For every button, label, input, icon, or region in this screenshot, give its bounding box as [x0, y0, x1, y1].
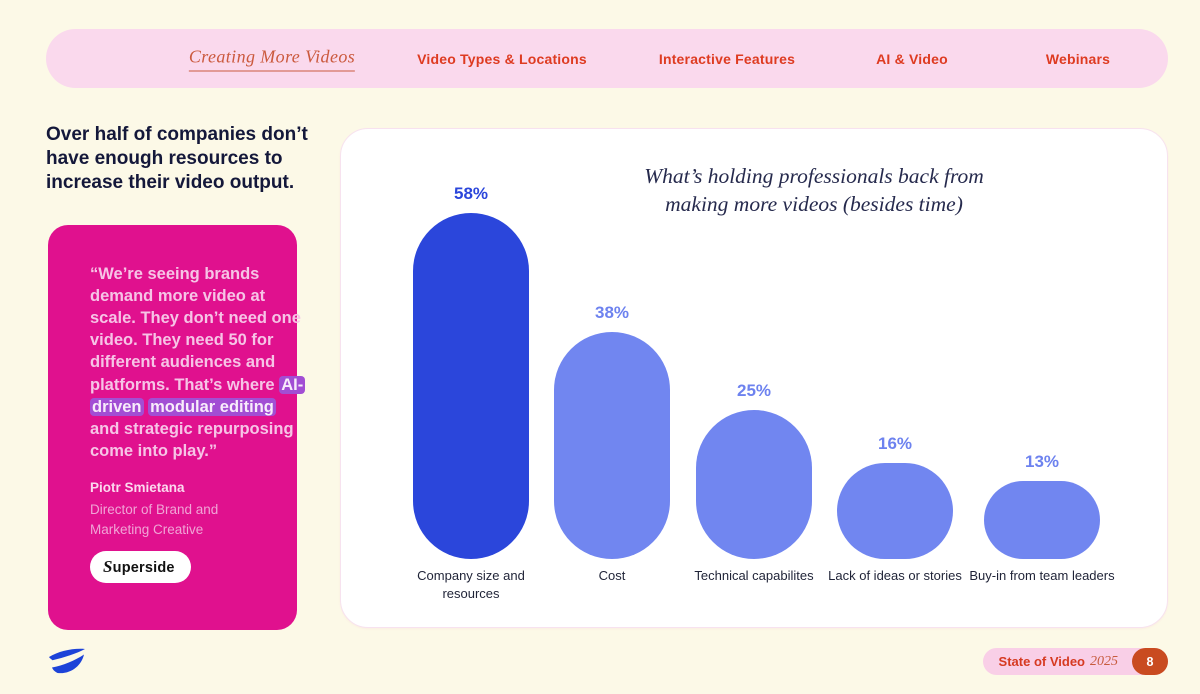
chart-card: What’s holding professionals back from m… [340, 128, 1168, 628]
bar-category-label: Cost [598, 568, 626, 583]
superside-logo-text: Superside [103, 557, 175, 577]
quote-segment: “We’re seeing brands demand more video a… [90, 265, 301, 394]
bar-category-label: Buy-in from team leaders [969, 568, 1115, 583]
bar-2 [554, 332, 670, 559]
bar-value-label: 13% [1024, 452, 1060, 471]
quote-author: Piotr Smietana [90, 479, 185, 495]
superside-logo: Superside [90, 551, 191, 584]
report-title: State of Video [998, 654, 1085, 669]
vidyard-logo-icon [49, 648, 85, 674]
bar-4 [837, 463, 953, 559]
quote-highlight: modular editing [148, 397, 276, 416]
tab-creating-more-videos[interactable]: Creating More Videos [188, 46, 356, 71]
bar-value-label: 58% [453, 184, 489, 203]
quote-segment: and strategic repurposing come into play… [90, 419, 294, 460]
bar-category-label: Lack of ideas or stories [828, 568, 962, 583]
page-number-badge: 8 [1132, 648, 1168, 675]
tab-interactive-features[interactable]: Interactive Features [658, 50, 796, 67]
chart-title-line-1: What’s holding professionals back from [644, 164, 984, 188]
report-year: 2025 [1090, 653, 1118, 669]
tab-webinars[interactable]: Webinars [1045, 50, 1111, 67]
quote-text: “We’re seeing brands demand more video a… [90, 263, 306, 462]
bar-5 [984, 481, 1100, 559]
chart-title-line-2: making more videos (besides time) [665, 191, 963, 216]
bar-value-label: 16% [877, 434, 913, 453]
bar-value-label: 25% [736, 381, 772, 400]
bar-category-label: Technical capabilites [694, 568, 814, 583]
bar-category-label: Company size and resources [417, 568, 525, 601]
page-title: Over half of companies don’t have enough… [46, 124, 308, 194]
bar-3 [696, 410, 812, 559]
quote-author-title: Director of Brand and Marketing Creative [90, 501, 219, 537]
bar-1 [413, 213, 529, 559]
tab-video-types-locations[interactable]: Video Types & Locations [417, 50, 587, 67]
quote-card: “We’re seeing brands demand more video a… [48, 225, 306, 630]
chart-title: What’s holding professionals back from m… [534, 163, 1094, 219]
tab-ai-video[interactable]: AI & Video [876, 50, 948, 67]
bar-value-label: 38% [594, 303, 630, 322]
top-nav: Creating More Videos Video Types & Locat… [46, 29, 1168, 88]
report-badge: State of Video 2025 8 [982, 648, 1168, 675]
